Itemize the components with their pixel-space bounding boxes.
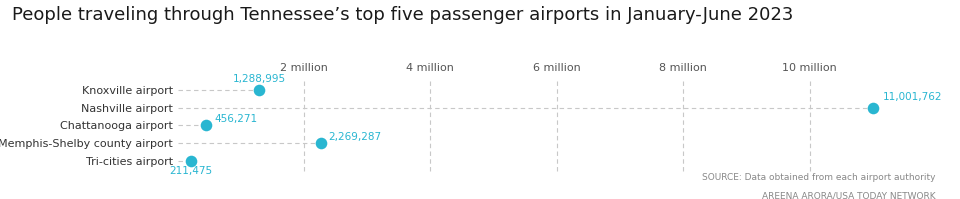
Text: People traveling through Tennessee’s top five passenger airports in January-June: People traveling through Tennessee’s top… (12, 6, 794, 24)
Text: 2,269,287: 2,269,287 (328, 132, 382, 142)
Point (183, 159, 199, 162)
Text: 456,271: 456,271 (214, 114, 257, 124)
Point (313, 141, 328, 145)
Text: 11,001,762: 11,001,762 (882, 92, 942, 102)
Point (865, 106, 880, 109)
Text: 211,475: 211,475 (169, 166, 212, 176)
Text: SOURCE: Data obtained from each airport authority: SOURCE: Data obtained from each airport … (703, 173, 936, 182)
Point (199, 124, 214, 127)
Text: 1,288,995: 1,288,995 (232, 74, 286, 84)
Point (252, 88, 267, 92)
Text: AREENA ARORA/USA TODAY NETWORK: AREENA ARORA/USA TODAY NETWORK (762, 191, 936, 199)
